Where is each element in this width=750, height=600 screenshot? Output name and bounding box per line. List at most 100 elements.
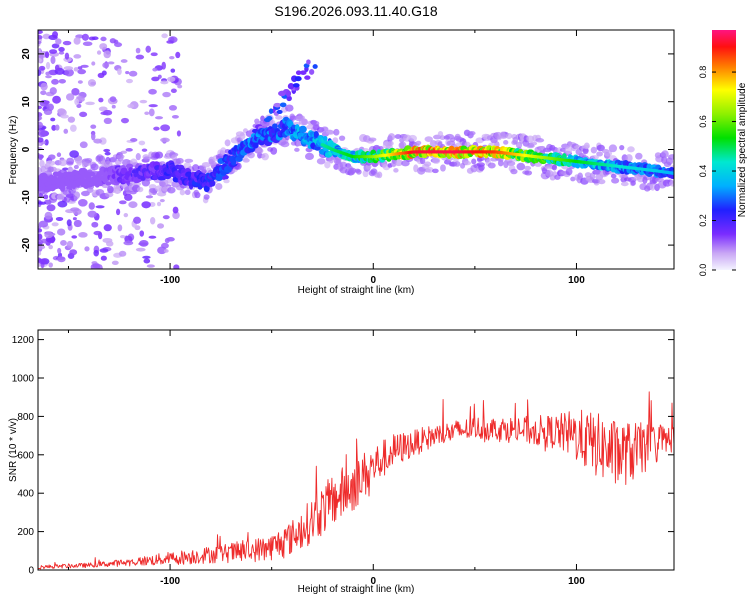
heatmap-cell bbox=[79, 111, 88, 118]
heatmap-cell bbox=[99, 43, 108, 50]
heatmap-cell bbox=[338, 135, 346, 141]
heatmap-cell bbox=[38, 34, 43, 40]
heatmap-cell bbox=[40, 90, 47, 96]
heatmap-cell bbox=[90, 81, 96, 86]
heatmap-cell bbox=[72, 217, 77, 221]
heatmap-cell bbox=[394, 159, 403, 167]
heatmap-cell bbox=[38, 129, 47, 138]
heatmap-cell bbox=[166, 40, 174, 44]
heatmap-cell bbox=[98, 97, 104, 103]
heatmap-cell bbox=[376, 171, 383, 179]
heatmap-cell bbox=[38, 40, 42, 45]
colorbar-tick-label: 0.8 bbox=[698, 66, 708, 79]
heatmap-cell bbox=[52, 31, 58, 39]
snr-ylabel: SNR (10 * v/v) bbox=[8, 418, 19, 482]
heatmap-cell bbox=[102, 62, 110, 69]
heatmap-cell bbox=[100, 255, 107, 261]
heatmap-cell bbox=[67, 116, 76, 123]
heatmap-cell bbox=[160, 137, 170, 143]
heatmap-cell bbox=[463, 160, 472, 166]
heatmap-cell bbox=[163, 249, 169, 253]
heatmap-cell bbox=[393, 168, 399, 173]
heatmap-cell bbox=[160, 80, 169, 85]
heatmap-cell bbox=[172, 211, 180, 220]
heatmap-cell bbox=[38, 225, 42, 229]
heatmap-cell bbox=[432, 168, 439, 174]
colorbar-tick-label: 0.6 bbox=[698, 115, 708, 128]
heatmap-cell bbox=[80, 64, 89, 68]
heatmap-cell bbox=[84, 158, 93, 163]
heatmap-cell bbox=[77, 69, 87, 75]
heatmap-cell bbox=[38, 137, 44, 143]
heatmap-cell bbox=[91, 132, 96, 141]
heatmap-cell bbox=[56, 152, 62, 158]
y-tick-label: 0 bbox=[21, 146, 32, 152]
heatmap-cell bbox=[96, 50, 102, 55]
heatmap-cell bbox=[38, 142, 42, 147]
heatmap-cell bbox=[38, 121, 44, 129]
heatmap-cell bbox=[44, 139, 49, 146]
heatmap-cell bbox=[273, 102, 282, 108]
y-tick-label: 0 bbox=[28, 566, 34, 577]
heatmap-cell bbox=[287, 83, 295, 90]
heatmap-cell bbox=[161, 33, 168, 39]
heatmap-cell bbox=[64, 68, 74, 77]
heatmap-cell bbox=[51, 222, 59, 227]
heatmap-cell bbox=[162, 91, 171, 98]
y-tick-label: 200 bbox=[17, 527, 34, 538]
heatmap-cell bbox=[42, 194, 49, 200]
heatmap-cell bbox=[603, 150, 613, 157]
heatmap-cell bbox=[505, 133, 513, 140]
y-tick-label: 1000 bbox=[12, 374, 35, 385]
heatmap-cell bbox=[668, 180, 674, 187]
heatmap-cell bbox=[408, 134, 417, 142]
heatmap-cell bbox=[529, 141, 538, 146]
y-tick-label: 10 bbox=[21, 96, 32, 108]
heatmap-cell bbox=[69, 249, 78, 256]
heatmap-cell bbox=[142, 255, 151, 259]
x-tick-label: 0 bbox=[370, 275, 376, 286]
heatmap-cell bbox=[105, 191, 114, 198]
heatmap-cell bbox=[156, 201, 162, 207]
heatmap-cell bbox=[565, 146, 573, 155]
heatmap-cell bbox=[87, 210, 97, 218]
heatmap-cell bbox=[154, 151, 164, 159]
heatmap-cell bbox=[46, 103, 54, 111]
heatmap-cell bbox=[124, 193, 133, 201]
heatmap-cell bbox=[215, 175, 223, 182]
heatmap-cell bbox=[143, 258, 151, 264]
heatmap-cell bbox=[95, 205, 105, 209]
heatmap-cell bbox=[424, 136, 433, 142]
heatmap-cell bbox=[313, 131, 319, 138]
heatmap-cell bbox=[49, 87, 57, 95]
heatmap-cell bbox=[141, 148, 148, 152]
heatmap-cell bbox=[45, 75, 52, 79]
heatmap-cell bbox=[38, 116, 43, 121]
heatmap-cell bbox=[209, 180, 216, 187]
y-tick-label: 800 bbox=[17, 412, 34, 423]
heatmap-cell bbox=[279, 102, 287, 108]
heatmap-cell bbox=[45, 71, 50, 76]
heatmap-cell bbox=[91, 61, 96, 66]
heatmap-cell bbox=[58, 46, 65, 52]
heatmap-cell bbox=[86, 187, 94, 194]
heatmap-cell bbox=[50, 56, 56, 65]
heatmap-cell bbox=[125, 148, 133, 152]
heatmap-cell bbox=[139, 239, 149, 247]
heatmap-cell bbox=[161, 61, 166, 70]
heatmap-cell bbox=[66, 157, 75, 165]
heatmap-cell bbox=[70, 124, 77, 132]
heatmap-cell bbox=[425, 166, 434, 173]
heatmap-cell bbox=[40, 82, 48, 91]
heatmap-cell bbox=[119, 200, 127, 205]
heatmap-cell bbox=[192, 164, 200, 172]
heatmap-cell bbox=[268, 108, 274, 114]
heatmap-cell bbox=[471, 158, 477, 165]
heatmap-cell bbox=[103, 148, 111, 153]
heatmap-cell bbox=[114, 42, 123, 48]
heatmap-cell bbox=[66, 240, 74, 249]
